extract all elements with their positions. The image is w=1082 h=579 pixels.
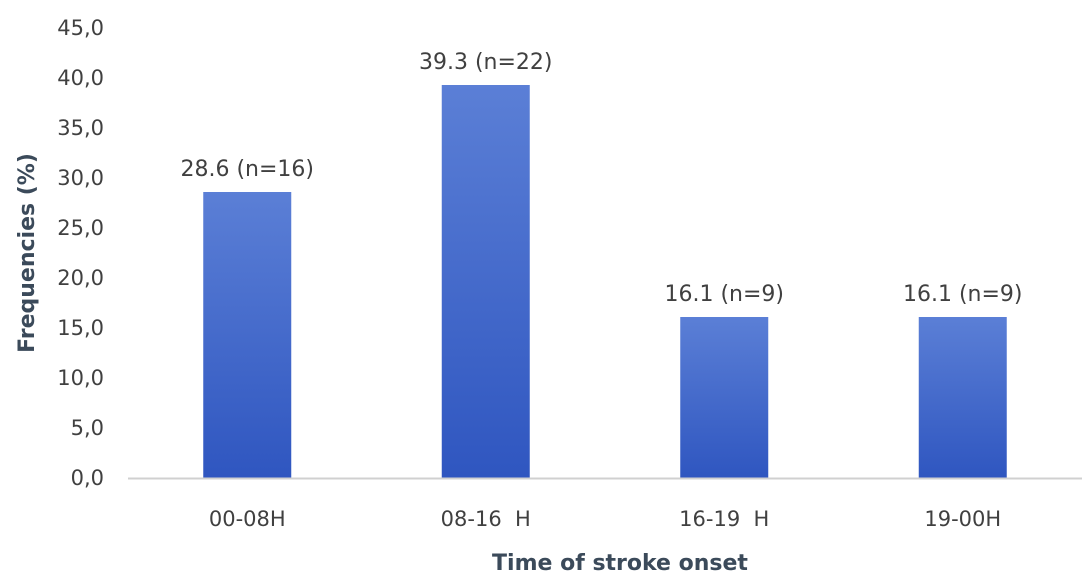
y-tick-label: 5,0: [71, 416, 104, 440]
x-tick-label: 19-00H: [924, 507, 1001, 531]
y-tick-label: 40,0: [57, 66, 104, 90]
x-axis-ticks: 00-08H 08-16 H 16-19 H 19-00H: [209, 507, 1001, 531]
bar: [918, 317, 1007, 478]
data-label: 16.1 (n=9): [903, 282, 1023, 307]
x-axis-title: Time of stroke onset: [492, 551, 748, 576]
y-tick-label: 15,0: [57, 316, 104, 340]
y-axis-ticks: 0,0 5,0 10,0 15,0 20,0 25,0 30,0 35,0 40,0 45,0: [57, 16, 104, 490]
x-tick-label: 16-19 H: [679, 507, 769, 531]
data-label: 28.6 (n=16): [180, 157, 314, 182]
y-tick-label: 10,0: [57, 366, 104, 390]
bar: [680, 317, 769, 478]
y-tick-label: 25,0: [57, 216, 104, 240]
data-label: 39.3 (n=22): [419, 50, 553, 75]
y-tick-label: 30,0: [57, 166, 104, 190]
bar: [203, 192, 292, 478]
data-labels: 28.6 (n=16) 39.3 (n=22) 16.1 (n=9) 16.1 (n=…: [180, 50, 1022, 307]
y-tick-label: 0,0: [71, 466, 104, 490]
bars: [203, 85, 1007, 478]
bar: [441, 85, 530, 478]
y-tick-label: 45,0: [57, 16, 104, 40]
y-tick-label: 20,0: [57, 266, 104, 290]
y-axis-title: Frequencies (%): [15, 153, 40, 353]
x-tick-label: 00-08H: [209, 507, 286, 531]
x-tick-label: 08-16 H: [441, 507, 531, 531]
y-tick-label: 35,0: [57, 116, 104, 140]
data-label: 16.1 (n=9): [664, 282, 784, 307]
